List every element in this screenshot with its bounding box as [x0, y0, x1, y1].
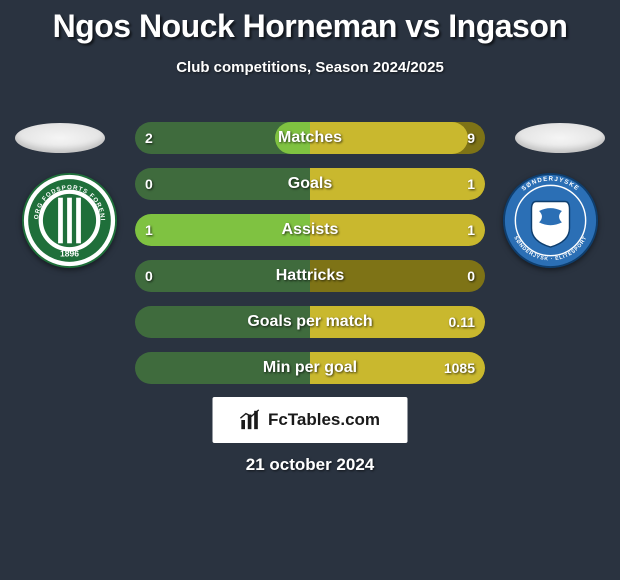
sonderjyske-logo-icon: SØNDERJYSKE SØNDERJYSK · ELITESPORT [503, 173, 598, 268]
bar-right-track [310, 260, 485, 292]
bar-right-fill [310, 352, 485, 384]
stat-row: Hattricks00 [135, 260, 485, 292]
bar-track [135, 122, 485, 154]
bar-right-fill [310, 214, 485, 246]
bar-track [135, 306, 485, 338]
stat-row: Assists11 [135, 214, 485, 246]
player-marker-left [15, 123, 105, 153]
bar-track [135, 168, 485, 200]
bar-right-fill [310, 168, 485, 200]
bar-left-track [135, 352, 310, 384]
club-crest-left: VIBORG FODSPORTS FORENING 1896 [22, 173, 117, 268]
bar-left-fill [135, 214, 310, 246]
player-marker-right [515, 123, 605, 153]
bar-right-fill [310, 122, 468, 154]
bar-left-track [135, 260, 310, 292]
bar-right-fill [310, 306, 485, 338]
bar-track [135, 352, 485, 384]
stat-row: Goals per match0.11 [135, 306, 485, 338]
bar-left-fill [275, 122, 310, 154]
stat-row: Goals01 [135, 168, 485, 200]
comparison-bars: Matches29 Goals01 Assists11 Hattricks00 Goal… [135, 122, 485, 398]
svg-text:1896: 1896 [60, 249, 79, 259]
bar-track [135, 214, 485, 246]
branding-badge: FcTables.com [213, 397, 408, 443]
date-text: 21 october 2024 [0, 455, 620, 475]
bar-left-track [135, 168, 310, 200]
bar-track [135, 260, 485, 292]
subtitle: Club competitions, Season 2024/2025 [0, 59, 620, 76]
stat-row: Min per goal1085 [135, 352, 485, 384]
page-title: Ngos Nouck Horneman vs Ingason [0, 0, 620, 45]
stat-row: Matches29 [135, 122, 485, 154]
bar-chart-icon [240, 409, 262, 431]
bar-left-track [135, 306, 310, 338]
branding-text: FcTables.com [268, 410, 380, 430]
club-crest-right: SØNDERJYSKE SØNDERJYSK · ELITESPORT [503, 173, 598, 268]
viborg-logo-icon: VIBORG FODSPORTS FORENING 1896 [22, 173, 117, 268]
